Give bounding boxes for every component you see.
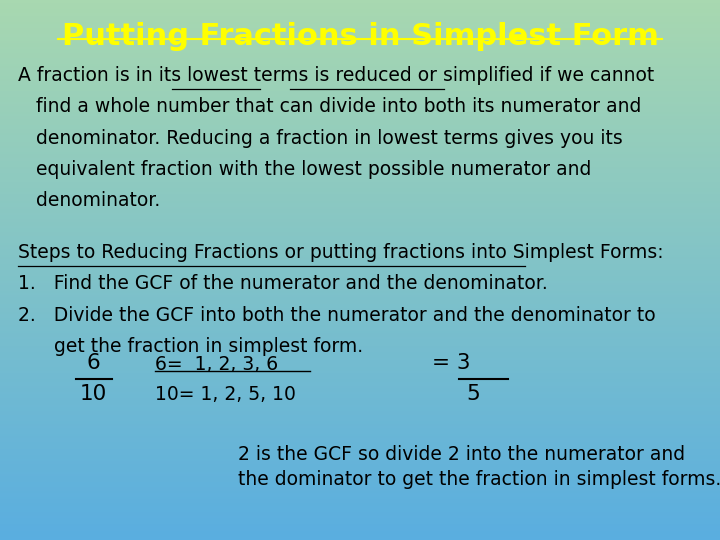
- Text: 5: 5: [466, 384, 480, 404]
- Text: find a whole number that can divide into both its numerator and: find a whole number that can divide into…: [18, 97, 642, 116]
- Text: 1.   Find the GCF of the numerator and the denominator.: 1. Find the GCF of the numerator and the…: [18, 274, 548, 293]
- Text: Steps to Reducing Fractions or putting fractions into Simplest Forms:: Steps to Reducing Fractions or putting f…: [18, 243, 664, 262]
- Text: equivalent fraction with the lowest possible numerator and: equivalent fraction with the lowest poss…: [18, 160, 591, 179]
- Text: 2.   Divide the GCF into both the numerator and the denominator to: 2. Divide the GCF into both the numerato…: [18, 306, 656, 325]
- Text: the dominator to get the fraction in simplest forms.: the dominator to get the fraction in sim…: [238, 470, 720, 489]
- Text: Putting Fractions in Simplest Form: Putting Fractions in Simplest Form: [62, 22, 658, 51]
- Text: denominator.: denominator.: [18, 191, 161, 210]
- Text: A fraction is in its lowest terms is reduced or simplified if we cannot: A fraction is in its lowest terms is red…: [18, 66, 654, 85]
- Text: 6=  1, 2, 3, 6: 6= 1, 2, 3, 6: [155, 355, 278, 374]
- Text: = 3: = 3: [432, 353, 470, 373]
- Text: 10: 10: [80, 384, 107, 404]
- Text: denominator. Reducing a fraction in lowest terms gives you its: denominator. Reducing a fraction in lowe…: [18, 129, 623, 147]
- Text: 2 is the GCF so divide 2 into the numerator and: 2 is the GCF so divide 2 into the numera…: [238, 445, 685, 464]
- Text: 6: 6: [86, 353, 101, 373]
- Text: get the fraction in simplest form.: get the fraction in simplest form.: [18, 337, 363, 356]
- Text: 10= 1, 2, 5, 10: 10= 1, 2, 5, 10: [155, 386, 296, 404]
